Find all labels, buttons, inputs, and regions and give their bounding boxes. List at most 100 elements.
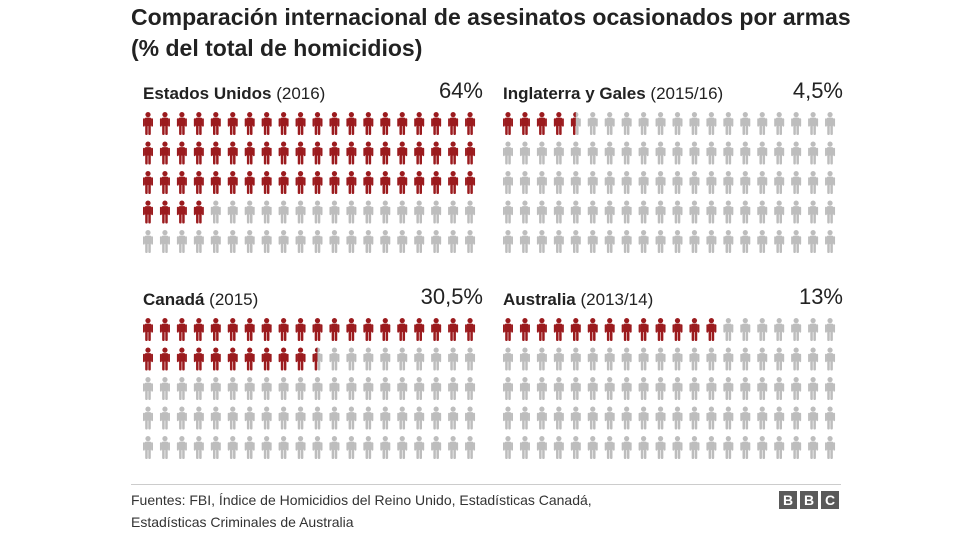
person-icon <box>553 230 564 253</box>
person-icon <box>312 318 323 341</box>
person-icon <box>689 347 700 371</box>
person-icon <box>329 436 340 459</box>
person-icon <box>176 141 187 165</box>
person-icon <box>363 406 374 430</box>
person-icon <box>740 141 751 165</box>
person-icon <box>227 141 238 165</box>
person-icon <box>278 347 289 371</box>
person-icon <box>689 377 700 400</box>
person-icon <box>210 406 221 430</box>
person-icon <box>278 230 289 253</box>
person-icon <box>278 112 289 135</box>
person-icon <box>638 200 649 224</box>
person-icon <box>227 112 238 135</box>
chart-title: Comparación internacional de asesinatos … <box>131 4 851 61</box>
pictogram-grid <box>143 318 476 459</box>
person-icon <box>570 347 581 371</box>
person-icon <box>621 377 632 400</box>
person-icon <box>757 406 768 430</box>
person-icon <box>553 141 564 165</box>
person-icon <box>227 377 238 400</box>
person-icon <box>397 406 408 430</box>
person-icon <box>278 200 289 224</box>
person-icon <box>295 406 306 430</box>
person-icon <box>723 112 734 135</box>
person-icon <box>791 406 802 430</box>
person-icon <box>774 347 785 371</box>
person-icon <box>227 347 238 371</box>
person-icon <box>808 230 819 253</box>
panel-country: Inglaterra y Gales <box>503 84 646 103</box>
person-icon <box>740 230 751 253</box>
person-icon <box>621 318 632 341</box>
person-icon <box>791 377 802 400</box>
person-icon <box>193 141 204 165</box>
person-icon <box>689 112 700 135</box>
person-icon <box>791 318 802 341</box>
person-icon <box>193 347 204 371</box>
pictogram-grid <box>503 112 836 253</box>
person-icon <box>519 377 530 400</box>
person-icon <box>380 112 391 135</box>
person-icon <box>757 200 768 224</box>
person-icon <box>261 347 272 371</box>
person-icon <box>143 112 153 135</box>
person-icon <box>143 230 153 253</box>
person-icon <box>193 436 204 459</box>
person-icon <box>159 318 170 341</box>
person-icon <box>503 318 513 341</box>
person-icon <box>503 171 513 194</box>
person-icon <box>689 436 700 459</box>
person-icon <box>706 230 717 253</box>
panel-percent: 4,5% <box>792 78 843 103</box>
logo-letter: C <box>821 491 839 509</box>
person-icon <box>604 141 615 165</box>
person-icon <box>621 171 632 194</box>
person-icon <box>604 318 615 341</box>
person-icon <box>503 436 513 459</box>
person-icon <box>159 141 170 165</box>
person-icon <box>329 230 340 253</box>
person-icon <box>621 200 632 224</box>
person-icon <box>278 171 289 194</box>
person-icon <box>536 318 547 341</box>
person-icon <box>329 112 340 135</box>
person-icon <box>723 436 734 459</box>
person-icon <box>723 347 734 371</box>
person-icon <box>655 171 666 194</box>
person-icon <box>363 347 374 371</box>
person-icon <box>346 141 357 165</box>
person-icon <box>808 112 819 135</box>
person-icon <box>448 347 459 371</box>
person-icon <box>244 347 255 371</box>
person-icon <box>346 318 357 341</box>
person-icon <box>825 406 836 430</box>
person-icon <box>278 318 289 341</box>
person-icon <box>414 200 425 224</box>
person-icon <box>244 377 255 400</box>
person-icon <box>638 377 649 400</box>
panel-country: Estados Unidos <box>143 84 272 103</box>
person-icon <box>465 436 476 459</box>
person-icon <box>791 171 802 194</box>
person-icon <box>553 200 564 224</box>
person-icon <box>808 171 819 194</box>
person-icon <box>774 318 785 341</box>
person-icon <box>706 436 717 459</box>
person-icon <box>503 141 513 165</box>
person-icon <box>740 377 751 400</box>
person-icon <box>193 171 204 194</box>
person-icon <box>587 347 598 371</box>
person-icon <box>825 171 836 194</box>
person-icon <box>312 377 323 400</box>
person-icon <box>825 141 836 165</box>
person-icon <box>278 141 289 165</box>
person-icon <box>655 436 666 459</box>
person-icon <box>655 141 666 165</box>
person-icon <box>706 171 717 194</box>
person-icon <box>774 230 785 253</box>
person-icon <box>261 200 272 224</box>
person-icon <box>465 171 476 194</box>
person-icon <box>431 230 442 253</box>
person-icon <box>363 141 374 165</box>
